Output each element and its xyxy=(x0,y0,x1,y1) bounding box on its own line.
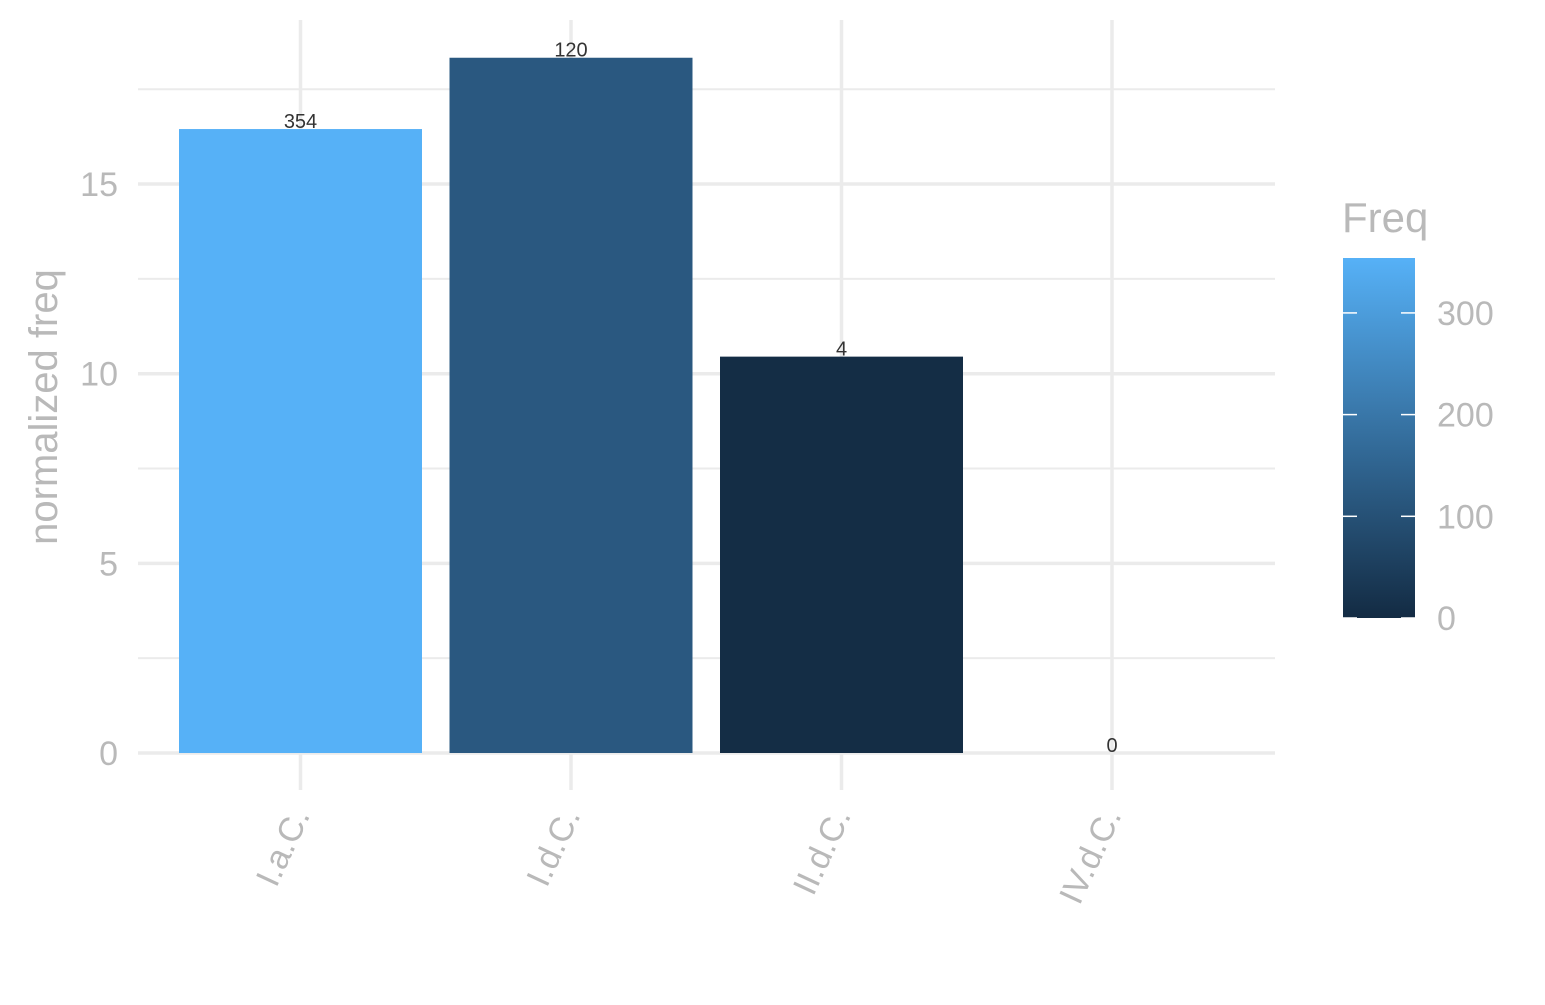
bar-I.d.C. xyxy=(449,57,693,753)
legend-tick-label: 0 xyxy=(1437,600,1456,638)
y-tick-label: 10 xyxy=(80,356,118,394)
x-tick-label: IV.d.C. xyxy=(1052,802,1129,909)
bar-II.d.C. xyxy=(720,356,963,753)
legend-tick-label: 300 xyxy=(1437,295,1494,333)
bar-I.a.C. xyxy=(179,129,422,753)
legend-title: Freq xyxy=(1342,194,1428,241)
y-axis-title: normalized freq xyxy=(22,269,66,545)
x-tick-label: I.d.C. xyxy=(519,802,588,892)
x-tick-label: I.a.C. xyxy=(249,802,318,892)
bar-value-label: 354 xyxy=(284,111,317,133)
y-tick-label: 15 xyxy=(80,166,118,204)
bar-value-label: 0 xyxy=(1106,735,1117,757)
bar-value-label: 4 xyxy=(836,339,847,361)
y-tick-label: 0 xyxy=(99,735,118,773)
bar-value-label: 120 xyxy=(554,40,587,62)
legend-tick-label: 100 xyxy=(1437,498,1494,536)
y-tick-label: 5 xyxy=(99,545,118,583)
legend-tick-label: 200 xyxy=(1437,397,1494,435)
x-tick-label: II.d.C. xyxy=(786,802,859,900)
legend-colorbar xyxy=(1343,258,1415,618)
